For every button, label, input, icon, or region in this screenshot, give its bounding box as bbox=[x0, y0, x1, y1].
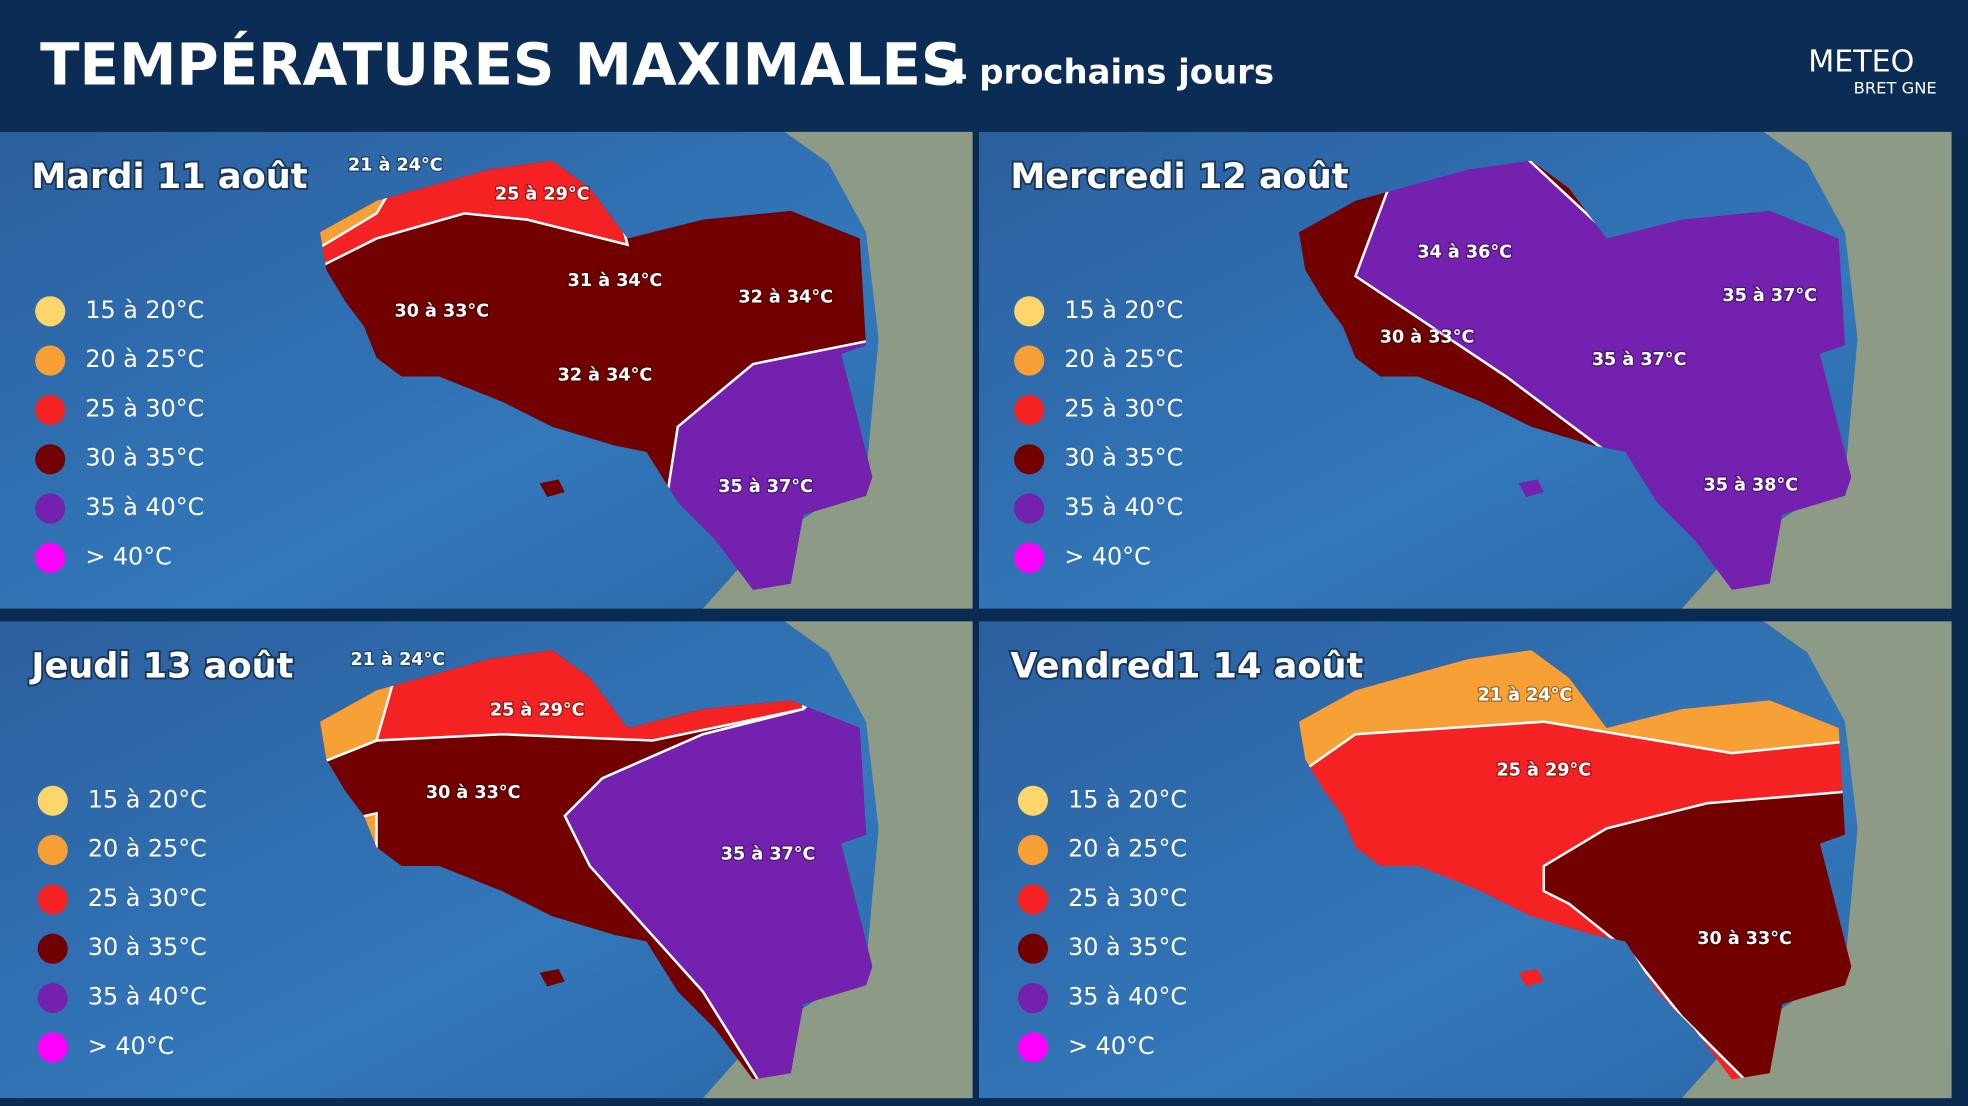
panel-title: Vendred1 14 août bbox=[1010, 646, 1363, 687]
legend-swatch bbox=[35, 345, 66, 376]
legend-label: 30 à 35°C bbox=[85, 444, 204, 472]
legend-swatch bbox=[1014, 394, 1045, 425]
legend-swatch bbox=[35, 493, 66, 524]
legend-swatch bbox=[1017, 785, 1049, 816]
panel-title: Jeudi 13 août bbox=[29, 646, 293, 687]
legend-label: > 40°C bbox=[1064, 542, 1150, 570]
legend-swatch bbox=[35, 542, 66, 573]
legend-label: 30 à 35°C bbox=[88, 933, 207, 961]
legend-swatch bbox=[37, 1032, 68, 1063]
legend-label: > 40°C bbox=[88, 1032, 174, 1060]
legend-label: 15 à 20°C bbox=[85, 296, 204, 324]
panels: Mardi 11 août 21 à 24°C 25 à 29°C 31 à 34°C… bbox=[0, 131, 1952, 1099]
zone-label: 35 à 37°C bbox=[1592, 350, 1687, 370]
legend-swatch bbox=[1014, 493, 1045, 524]
legend-swatch bbox=[1017, 983, 1049, 1014]
panel-content bbox=[978, 131, 1952, 609]
panel-title: Mardi 11 août bbox=[31, 156, 307, 197]
region bbox=[563, 650, 873, 1080]
map-panel: Vendred1 14 août 21 à 24°C 25 à 29°C 30 à 3… bbox=[978, 621, 1952, 1099]
zone-label: 25 à 29°C bbox=[1496, 761, 1591, 781]
zone-label: 32 à 34°C bbox=[738, 287, 833, 307]
legend-label: 30 à 35°C bbox=[1064, 444, 1183, 472]
zone-label: 35 à 37°C bbox=[1722, 286, 1817, 306]
legend-swatch bbox=[35, 394, 66, 425]
subtitle: 4 prochains jours bbox=[944, 53, 1274, 92]
legend-label: 15 à 20°C bbox=[88, 785, 207, 813]
zone-label: 25 à 29°C bbox=[490, 700, 585, 720]
zone-label: 34 à 36°C bbox=[1417, 242, 1512, 262]
island bbox=[539, 968, 565, 987]
legend-swatch bbox=[37, 835, 68, 866]
legend-swatch bbox=[1014, 296, 1045, 327]
legend-swatch bbox=[1017, 884, 1049, 915]
legend-swatch bbox=[37, 884, 68, 915]
legend-swatch bbox=[35, 296, 66, 327]
zone-label: 35 à 37°C bbox=[721, 845, 816, 865]
legend-swatch bbox=[1014, 345, 1045, 376]
legend-swatch bbox=[35, 444, 66, 475]
panel-content bbox=[0, 621, 973, 1099]
legend-swatch bbox=[37, 785, 68, 816]
legend-label: 35 à 40°C bbox=[85, 493, 204, 521]
island bbox=[1518, 968, 1544, 987]
zone-label: 21 à 24°C bbox=[351, 650, 446, 670]
legend-label: 25 à 30°C bbox=[1064, 394, 1183, 422]
legend-label: 15 à 20°C bbox=[1064, 296, 1183, 324]
island bbox=[539, 479, 565, 498]
legend-label: 25 à 30°C bbox=[1068, 884, 1187, 912]
legend-swatch bbox=[1014, 542, 1045, 573]
legend-label: 25 à 30°C bbox=[85, 394, 204, 422]
zone-label: 30 à 33°C bbox=[1697, 929, 1792, 949]
zone-label: 30 à 33°C bbox=[426, 783, 521, 803]
logo-text: BRET GNE bbox=[1854, 79, 1937, 98]
legend-label: 35 à 40°C bbox=[1064, 493, 1183, 521]
map-panel: Mercredi 12 août 34 à 36°C 35 à 37°C 30 à 3… bbox=[978, 131, 1952, 609]
zone-label: 35 à 38°C bbox=[1704, 476, 1799, 496]
land bbox=[1681, 621, 1952, 1099]
legend-label: 20 à 25°C bbox=[88, 835, 207, 863]
zone-label: 25 à 29°C bbox=[495, 185, 590, 205]
zone-label: 30 à 33°C bbox=[394, 301, 489, 321]
logo-text: METEO bbox=[1808, 44, 1914, 79]
legend-label: 35 à 40°C bbox=[88, 983, 207, 1011]
legend-swatch bbox=[1017, 1032, 1049, 1063]
legend-label: 20 à 25°C bbox=[1068, 835, 1187, 863]
region bbox=[1542, 789, 1852, 1080]
zone-label: 32 à 34°C bbox=[558, 365, 653, 385]
legend-label: 25 à 30°C bbox=[88, 884, 207, 912]
title: TEMPÉRATURES MAXIMALES bbox=[40, 31, 962, 99]
map-panel: Jeudi 13 août 21 à 24°C 25 à 29°C 30 à 33°C… bbox=[0, 621, 973, 1099]
legend-swatch bbox=[1017, 835, 1049, 866]
map-panel: Mardi 11 août 21 à 24°C 25 à 29°C 31 à 34°C… bbox=[0, 131, 973, 609]
land bbox=[1681, 131, 1952, 609]
zone-label: 30 à 33°C bbox=[1380, 328, 1475, 348]
zone-label: 21 à 24°C bbox=[1478, 685, 1573, 705]
panel-title: Mercredi 12 août bbox=[1010, 156, 1348, 197]
land bbox=[702, 621, 973, 1099]
legend-swatch bbox=[37, 983, 68, 1014]
legend-swatch bbox=[1014, 444, 1045, 475]
zone-label: 21 à 24°C bbox=[348, 156, 443, 176]
legend-swatch bbox=[37, 933, 68, 964]
legend-label: > 40°C bbox=[85, 542, 171, 570]
island bbox=[1518, 479, 1544, 498]
land bbox=[702, 131, 973, 609]
header-bar bbox=[0, 0, 1968, 132]
panel-content bbox=[0, 131, 973, 609]
legend-label: 20 à 25°C bbox=[1064, 345, 1183, 373]
zone-label: 35 à 37°C bbox=[718, 477, 813, 497]
legend-label: 20 à 25°C bbox=[85, 345, 204, 373]
zone-label: 31 à 34°C bbox=[568, 271, 663, 291]
legend-label: > 40°C bbox=[1068, 1032, 1154, 1060]
legend-label: 30 à 35°C bbox=[1068, 933, 1187, 961]
panel-content bbox=[978, 621, 1952, 1099]
legend-label: 35 à 40°C bbox=[1068, 983, 1187, 1011]
legend-label: 15 à 20°C bbox=[1068, 785, 1187, 813]
legend-swatch bbox=[1017, 933, 1049, 964]
